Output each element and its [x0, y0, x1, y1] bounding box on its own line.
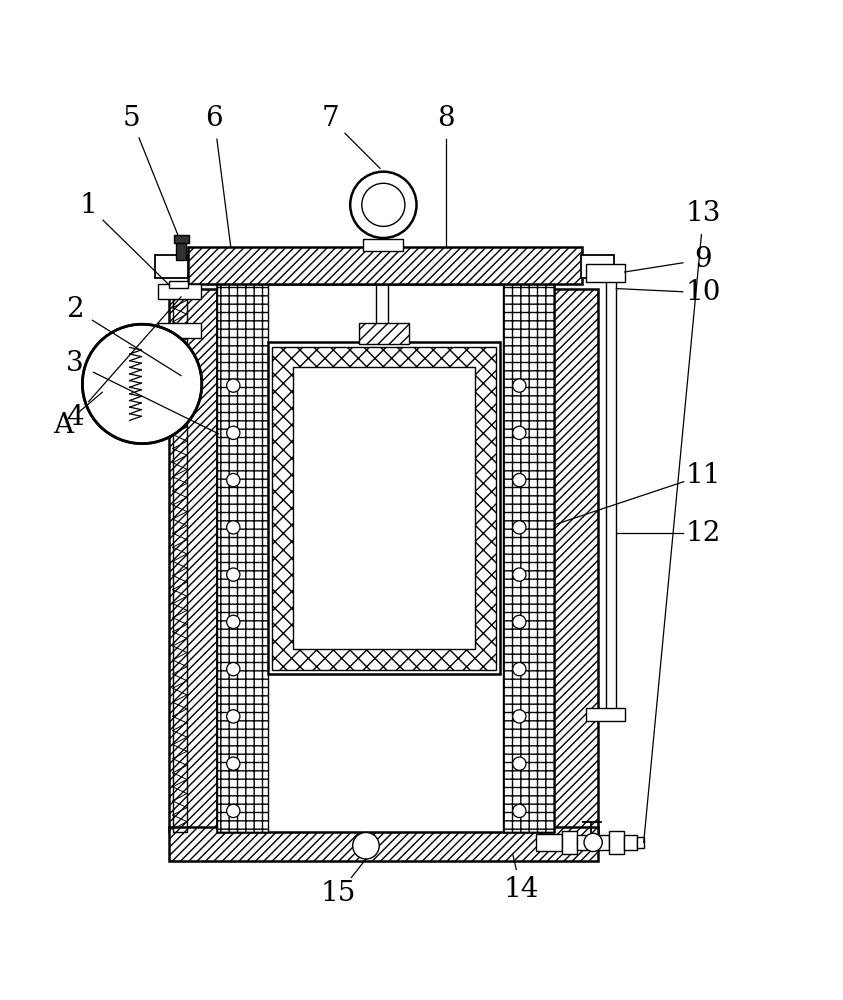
Text: 11: 11: [685, 462, 721, 489]
Bar: [169, 827, 598, 861]
Bar: [173, 289, 187, 832]
Text: 10: 10: [685, 279, 721, 306]
Bar: [176, 241, 186, 260]
Bar: [502, 284, 554, 832]
Bar: [169, 281, 188, 288]
Text: 13: 13: [685, 200, 721, 227]
Circle shape: [513, 804, 526, 818]
Bar: [158, 323, 201, 338]
Bar: [268, 342, 500, 674]
Text: 2: 2: [66, 296, 83, 323]
Text: 15: 15: [321, 880, 357, 907]
Bar: [158, 284, 201, 299]
Text: A: A: [53, 412, 73, 439]
Text: 14: 14: [503, 876, 539, 903]
Bar: [154, 255, 188, 278]
Circle shape: [227, 568, 240, 581]
Bar: [586, 708, 626, 721]
Text: 9: 9: [695, 246, 712, 273]
Circle shape: [352, 832, 379, 859]
Bar: [272, 347, 497, 670]
Circle shape: [584, 833, 602, 852]
Bar: [217, 284, 268, 832]
Bar: [605, 272, 616, 711]
Bar: [217, 284, 554, 832]
Bar: [577, 835, 609, 850]
Text: 3: 3: [66, 350, 83, 377]
Bar: [293, 367, 475, 649]
Bar: [586, 264, 626, 282]
Circle shape: [513, 757, 526, 770]
Circle shape: [513, 521, 526, 534]
Circle shape: [227, 379, 240, 392]
Circle shape: [227, 663, 240, 676]
Circle shape: [227, 757, 240, 770]
Bar: [637, 837, 644, 848]
Text: 12: 12: [685, 520, 721, 547]
Circle shape: [83, 324, 201, 444]
Circle shape: [513, 615, 526, 629]
Circle shape: [513, 663, 526, 676]
Circle shape: [227, 521, 240, 534]
Text: 6: 6: [206, 105, 223, 132]
Bar: [550, 289, 598, 832]
Circle shape: [227, 473, 240, 487]
Text: 8: 8: [438, 105, 455, 132]
Circle shape: [513, 473, 526, 487]
Bar: [174, 235, 189, 243]
Text: 5: 5: [122, 105, 140, 132]
Circle shape: [513, 379, 526, 392]
Bar: [363, 239, 403, 251]
Bar: [562, 831, 577, 854]
Bar: [536, 834, 562, 851]
Bar: [169, 289, 217, 832]
Circle shape: [350, 172, 416, 238]
Circle shape: [513, 568, 526, 581]
Bar: [624, 835, 637, 850]
Bar: [609, 831, 624, 854]
Text: 1: 1: [79, 192, 97, 219]
Circle shape: [513, 710, 526, 723]
Circle shape: [227, 804, 240, 818]
Circle shape: [227, 426, 240, 439]
Bar: [188, 247, 582, 284]
Circle shape: [227, 710, 240, 723]
Circle shape: [362, 183, 405, 226]
Bar: [359, 323, 409, 344]
Bar: [581, 255, 614, 278]
Text: 7: 7: [321, 105, 339, 132]
Circle shape: [513, 426, 526, 439]
Circle shape: [227, 615, 240, 629]
Text: 4: 4: [66, 404, 83, 431]
